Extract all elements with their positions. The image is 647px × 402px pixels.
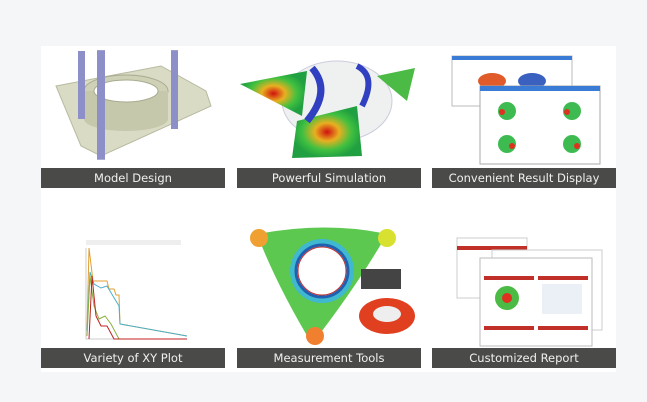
feature-model-design[interactable]: Model Design (41, 46, 225, 188)
measurement-tools-image (250, 227, 415, 345)
feature-caption: Convenient Result Display (432, 168, 616, 188)
feature-simulation[interactable]: Powerful Simulation (237, 46, 421, 188)
feature-customized-report[interactable]: Customized Report (432, 226, 616, 368)
feature-xy-plot[interactable]: Variety of XY Plot (41, 226, 225, 368)
xy-plot-image (85, 240, 188, 340)
model-design-image (55, 50, 212, 160)
feature-measurement-tools[interactable]: Measurement Tools (237, 226, 421, 368)
feature-caption: Measurement Tools (237, 348, 421, 368)
result-display-image (451, 55, 601, 165)
customized-report-image (456, 237, 603, 347)
feature-caption: Variety of XY Plot (41, 348, 225, 368)
feature-result-display[interactable]: Convenient Result Display (432, 46, 616, 188)
simulation-image (240, 60, 415, 158)
feature-grid: Model Design Powerful Simulation Conveni… (41, 46, 616, 372)
feature-caption: Customized Report (432, 348, 616, 368)
feature-caption: Model Design (41, 168, 225, 188)
feature-caption: Powerful Simulation (237, 168, 421, 188)
